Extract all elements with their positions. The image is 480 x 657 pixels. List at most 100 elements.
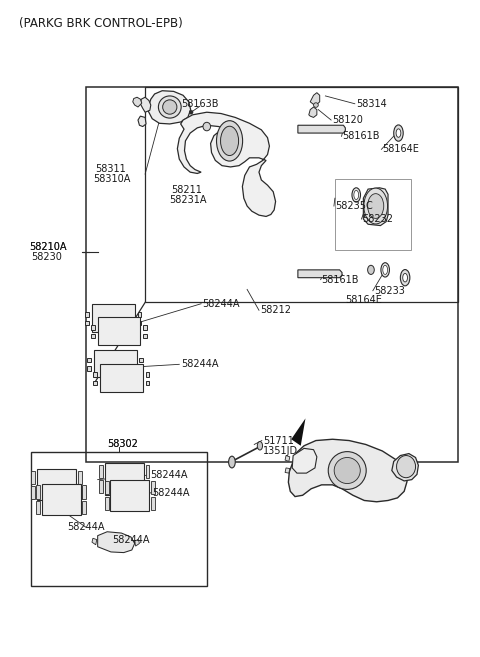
Ellipse shape bbox=[220, 126, 239, 156]
Text: 51711: 51711 bbox=[263, 436, 294, 445]
Polygon shape bbox=[145, 381, 149, 386]
Ellipse shape bbox=[396, 455, 416, 478]
Text: 58232: 58232 bbox=[362, 214, 394, 224]
Text: 58311: 58311 bbox=[96, 164, 126, 174]
Text: 58230: 58230 bbox=[31, 252, 62, 262]
Polygon shape bbox=[310, 93, 320, 104]
Polygon shape bbox=[151, 481, 155, 494]
Text: 58244A: 58244A bbox=[112, 535, 149, 545]
Text: 58161B: 58161B bbox=[322, 275, 359, 284]
Ellipse shape bbox=[313, 102, 318, 107]
Polygon shape bbox=[99, 464, 103, 478]
Text: 58161B: 58161B bbox=[342, 131, 380, 141]
Ellipse shape bbox=[158, 96, 181, 118]
Ellipse shape bbox=[400, 269, 410, 286]
Polygon shape bbox=[140, 97, 151, 112]
Polygon shape bbox=[292, 448, 317, 473]
Polygon shape bbox=[135, 539, 139, 546]
Text: 58244A: 58244A bbox=[202, 299, 240, 309]
Polygon shape bbox=[42, 484, 81, 516]
Text: 58244A: 58244A bbox=[152, 487, 190, 497]
Text: 58210A: 58210A bbox=[29, 242, 66, 252]
Text: 58235C: 58235C bbox=[335, 201, 372, 211]
Polygon shape bbox=[94, 372, 97, 376]
Polygon shape bbox=[78, 486, 82, 499]
Ellipse shape bbox=[403, 273, 408, 282]
Polygon shape bbox=[139, 367, 143, 371]
Ellipse shape bbox=[354, 191, 359, 200]
Polygon shape bbox=[137, 321, 141, 325]
Polygon shape bbox=[87, 367, 91, 371]
Polygon shape bbox=[285, 455, 290, 461]
Polygon shape bbox=[85, 312, 89, 317]
Polygon shape bbox=[392, 453, 419, 481]
Polygon shape bbox=[133, 97, 142, 107]
Ellipse shape bbox=[257, 442, 263, 450]
Text: 58163B: 58163B bbox=[181, 99, 218, 109]
Polygon shape bbox=[31, 470, 35, 484]
Text: 58164E: 58164E bbox=[383, 145, 419, 154]
Polygon shape bbox=[105, 481, 108, 494]
Text: 1351JD: 1351JD bbox=[263, 446, 298, 456]
Ellipse shape bbox=[381, 263, 389, 277]
Ellipse shape bbox=[394, 125, 403, 141]
Polygon shape bbox=[100, 365, 143, 392]
Polygon shape bbox=[151, 497, 155, 510]
Polygon shape bbox=[83, 501, 86, 514]
Bar bbox=[335, 179, 411, 250]
Ellipse shape bbox=[368, 194, 384, 218]
Bar bbox=[145, 87, 458, 302]
Text: 58212: 58212 bbox=[261, 306, 291, 315]
Polygon shape bbox=[363, 188, 388, 225]
Ellipse shape bbox=[189, 110, 193, 114]
Polygon shape bbox=[91, 334, 95, 338]
Text: 58310A: 58310A bbox=[93, 173, 130, 184]
Text: 58120: 58120 bbox=[333, 115, 363, 125]
Ellipse shape bbox=[203, 122, 211, 131]
Polygon shape bbox=[31, 486, 35, 499]
Ellipse shape bbox=[364, 188, 387, 224]
Polygon shape bbox=[143, 325, 147, 330]
Polygon shape bbox=[78, 470, 82, 484]
Polygon shape bbox=[138, 116, 146, 127]
Bar bbox=[86, 87, 458, 462]
Polygon shape bbox=[37, 469, 76, 501]
Text: 58244A: 58244A bbox=[150, 470, 187, 480]
Polygon shape bbox=[36, 501, 40, 514]
Polygon shape bbox=[85, 321, 89, 325]
Text: 58233: 58233 bbox=[374, 286, 405, 296]
Ellipse shape bbox=[352, 188, 360, 202]
Polygon shape bbox=[92, 304, 135, 332]
Text: 58302: 58302 bbox=[107, 440, 138, 449]
Ellipse shape bbox=[216, 121, 242, 161]
Polygon shape bbox=[145, 480, 149, 493]
Polygon shape bbox=[94, 350, 137, 377]
Text: 58244A: 58244A bbox=[180, 359, 218, 369]
Ellipse shape bbox=[228, 456, 235, 468]
Polygon shape bbox=[288, 440, 407, 502]
Polygon shape bbox=[298, 125, 345, 133]
Text: (PARKG BRK CONTROL-EPB): (PARKG BRK CONTROL-EPB) bbox=[19, 17, 183, 30]
Text: 58164E: 58164E bbox=[345, 296, 382, 306]
Polygon shape bbox=[291, 419, 305, 445]
Polygon shape bbox=[99, 480, 103, 493]
Polygon shape bbox=[285, 468, 290, 473]
Ellipse shape bbox=[383, 265, 387, 275]
Text: 58210A: 58210A bbox=[29, 242, 66, 252]
Polygon shape bbox=[137, 312, 141, 317]
Polygon shape bbox=[145, 372, 149, 376]
Polygon shape bbox=[91, 325, 95, 330]
Polygon shape bbox=[92, 538, 96, 545]
Polygon shape bbox=[178, 112, 276, 216]
Polygon shape bbox=[36, 486, 40, 499]
Text: 58244A: 58244A bbox=[67, 522, 104, 532]
Polygon shape bbox=[105, 497, 108, 510]
Polygon shape bbox=[147, 91, 191, 124]
Polygon shape bbox=[298, 270, 342, 278]
Polygon shape bbox=[87, 357, 91, 362]
Polygon shape bbox=[143, 334, 147, 338]
Polygon shape bbox=[83, 486, 86, 499]
Ellipse shape bbox=[368, 265, 374, 275]
Bar bbox=[31, 452, 207, 586]
Polygon shape bbox=[309, 107, 317, 118]
